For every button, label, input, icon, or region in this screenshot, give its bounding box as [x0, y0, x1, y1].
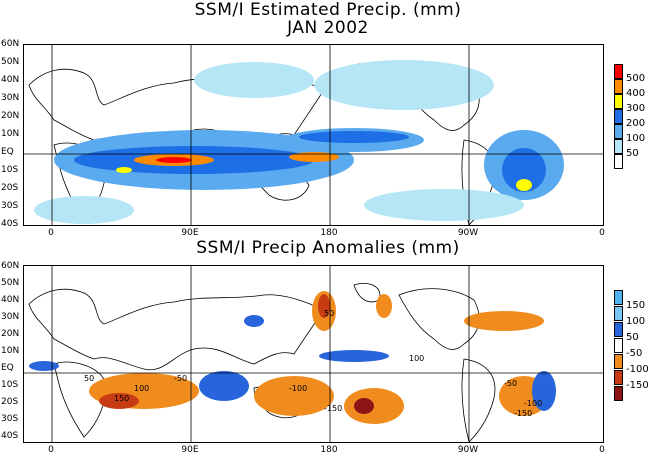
lat-tick: 10N: [1, 129, 20, 139]
legend-label: 50: [626, 332, 639, 343]
anomaly-map: 50 100 150 -50 -100 -150 50 100 -50 -100…: [23, 265, 604, 443]
legend-swatch: [614, 109, 623, 124]
legend-label: 200: [626, 118, 646, 129]
contour-label: 100: [409, 354, 424, 363]
legend-swatch: [614, 322, 623, 337]
legend-swatch: [614, 79, 623, 94]
lat-tick: 10S: [1, 165, 19, 175]
anomaly-map-canvas: 50 100 150 -50 -100 -150 50 100 -50 -100…: [24, 266, 603, 442]
lat-tick: 40S: [1, 219, 19, 229]
lon-tick: 90E: [181, 228, 199, 238]
legend-swatch: [614, 370, 623, 385]
lon-tick: 90E: [181, 445, 199, 455]
lat-tick: 20S: [1, 397, 19, 407]
legend-label: 500: [626, 73, 646, 84]
contour-label: 50: [324, 309, 334, 318]
anomaly-fields: [29, 291, 556, 424]
continent-outlines: [28, 283, 496, 442]
lat-tick: 30N: [1, 312, 20, 322]
lat-tick: 20N: [1, 329, 20, 339]
lat-tick: 50N: [1, 57, 20, 67]
panel2-title: SSM/I Precip Anomalies (mm): [196, 238, 460, 258]
legend-label: 150: [626, 300, 646, 311]
panel1-title: SSM/I Estimated Precip. (mm): [194, 0, 462, 20]
legend-label: -50: [626, 348, 643, 359]
lon-tick: 180: [320, 228, 338, 238]
lat-tick: 60N: [1, 39, 20, 49]
lat-tick: 20N: [1, 111, 20, 121]
contour-label: -150: [324, 404, 342, 413]
precip-map: [23, 44, 604, 226]
lat-tick: EQ: [1, 147, 14, 157]
lat-tick: 30S: [1, 201, 19, 211]
legend-swatch: [614, 64, 623, 79]
lat-tick: 10N: [1, 346, 20, 356]
legend-label: 50: [626, 148, 639, 159]
lat-tick: 40S: [1, 431, 19, 441]
contour-label: 100: [134, 384, 149, 393]
legend-swatch: [614, 124, 623, 139]
legend-swatch: [614, 338, 623, 353]
legend-label: -150: [626, 380, 649, 391]
lon-tick: 0: [599, 445, 605, 455]
legend-swatch: [614, 94, 623, 109]
lon-tick: 0: [48, 228, 54, 238]
legend-label: 100: [626, 316, 646, 327]
lon-tick: 180: [320, 445, 338, 455]
contour-label: -50: [504, 379, 517, 388]
lat-tick: 30S: [1, 414, 19, 424]
contour-label: -100: [289, 384, 307, 393]
grid-lines: [24, 45, 603, 225]
lat-tick: 60N: [1, 261, 20, 271]
precip-map-canvas: [24, 45, 603, 225]
legend-label: 400: [626, 88, 646, 99]
lat-tick: 40N: [1, 75, 20, 85]
legend-label: 300: [626, 103, 646, 114]
contour-label: 50: [84, 374, 94, 383]
legend-swatch: [614, 306, 623, 321]
lat-tick: 50N: [1, 278, 20, 288]
lat-tick: EQ: [1, 363, 14, 373]
lon-tick: 90W: [457, 445, 479, 455]
lat-tick: 40N: [1, 295, 20, 305]
lon-tick: 0: [48, 445, 54, 455]
lat-tick: 30N: [1, 93, 20, 103]
contour-label: -150: [514, 409, 532, 418]
precip-fields: [34, 60, 564, 224]
contour-label: 150: [114, 394, 129, 403]
legend-swatch: [614, 386, 623, 401]
contour-label: -50: [174, 374, 187, 383]
panel1-subtitle: JAN 2002: [287, 18, 369, 38]
lat-tick: 10S: [1, 380, 19, 390]
legend-swatch: [614, 154, 623, 169]
legend-label: -100: [626, 364, 649, 375]
contour-label: -100: [524, 399, 542, 408]
legend-swatch: [614, 139, 623, 154]
lon-tick: 0: [599, 228, 605, 238]
grid-lines: [24, 266, 603, 442]
legend-label: 100: [626, 133, 646, 144]
legend-swatch: [614, 354, 623, 369]
contour-labels: 50 100 150 -50 -100 -150 50 100 -50 -100…: [84, 309, 542, 418]
lat-tick: 20S: [1, 183, 19, 193]
lon-tick: 90W: [457, 228, 479, 238]
legend-swatch: [614, 290, 623, 305]
